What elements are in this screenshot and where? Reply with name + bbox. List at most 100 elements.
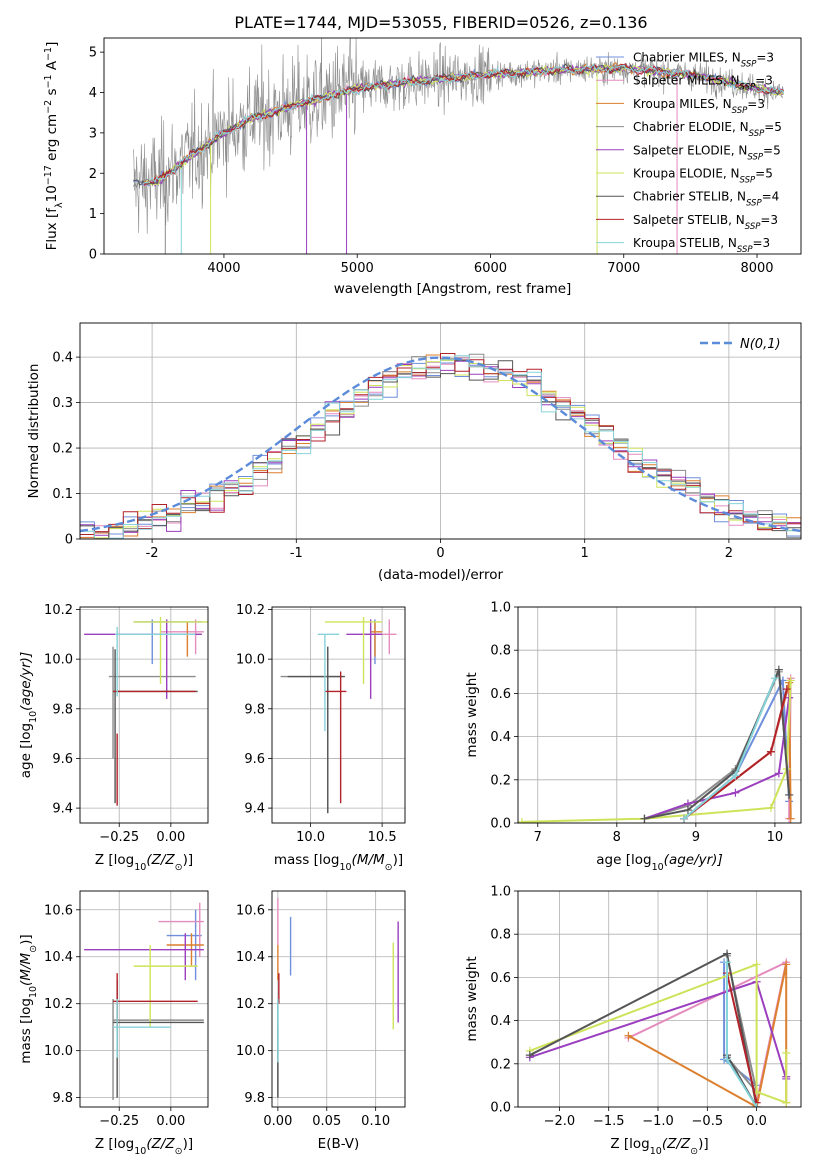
mass-vs-ebv-ytick-label: 9.8	[244, 1091, 265, 1106]
legend-label: Kroupa STELIB, NSSP=3	[633, 236, 770, 255]
weight-vs-age-marker	[782, 685, 791, 694]
legend-label-sub: SSP	[747, 152, 763, 162]
legend-label: Kroupa MILES, NSSP=3	[633, 97, 765, 116]
weight-vs-z-xlabel-part: Z [log	[610, 1136, 649, 1152]
mass-vs-z-xlabel-part: )]	[183, 1136, 194, 1152]
residual-lines	[80, 353, 801, 539]
weight-vs-age-marker	[518, 817, 526, 823]
weight-vs-age-xtick-label: 8	[613, 830, 621, 845]
weight-vs-age-xtick-label: 10	[767, 830, 784, 845]
weight-vs-z-ytick-label: 0.0	[490, 1101, 511, 1116]
age-vs-mass-xlabel: mass [log10(M/M⊙)]	[274, 852, 403, 873]
age-vs-z-ytick-label: 10.0	[44, 653, 73, 668]
mass-vs-z-xlabel-part: 10	[134, 1146, 146, 1157]
weight-vs-z-marker	[782, 1049, 791, 1057]
mass-vs-z-frame	[79, 890, 209, 1108]
legend-label-main: Salpeter STELIB, N	[633, 213, 745, 227]
age-vs-z-xlabel-part: )]	[183, 852, 194, 868]
weight-vs-z-xtick-label: −1.0	[642, 1114, 674, 1129]
weight-vs-z-marker	[723, 949, 732, 958]
age-vs-z-ytick-label: 10.2	[44, 603, 73, 618]
mass-vs-ebv-xtick-label: 0.10	[361, 1114, 390, 1129]
weight-vs-age-xtick-label: 9	[692, 830, 700, 845]
legend-label-main: Kroupa MILES, N	[633, 97, 732, 111]
weight-vs-age-marker	[770, 674, 779, 683]
weight-vs-z-marker	[723, 958, 732, 967]
weight-vs-age-ytick-label: 0.6	[490, 687, 511, 702]
age-vs-mass-frame	[271, 606, 406, 824]
legend-label-main: Kroupa STELIB, N	[633, 236, 737, 250]
age-vs-z-xlabel-part: (Z/Z	[146, 852, 175, 868]
weight-vs-z-ytick-label: 0.6	[490, 971, 511, 986]
weight-vs-age-marker	[766, 803, 775, 812]
age-vs-mass-xlabel-part: ⊙	[385, 862, 393, 873]
weight-vs-age-ytick-label: 0.2	[490, 773, 511, 788]
residual-ytick-label: 0.1	[52, 487, 73, 502]
legend-label-sub: SSP	[737, 245, 753, 255]
residual-xtick-label: -1	[290, 546, 303, 561]
spectrum-ylabel-part: 10	[44, 185, 60, 202]
spectrum-ylabel-part: A	[44, 60, 60, 74]
mass-vs-z-xtick-label: −0.25	[99, 1114, 139, 1129]
mass-vs-z-xtick-label: 0.00	[156, 1114, 185, 1129]
residual-normal-curve	[80, 356, 801, 533]
mass-vs-ebv-errorbars	[277, 898, 399, 1098]
spectrum-frame	[103, 37, 802, 255]
weight-vs-age-xlabel-part: age [log	[596, 852, 651, 868]
weight-vs-age-marker	[680, 814, 689, 823]
residual-frame	[79, 322, 802, 540]
mass-vs-ebv-ytick-label: 10.6	[236, 903, 265, 918]
legend-label: Salpeter MILES, NSSP=3	[633, 74, 773, 93]
legend-label-main: Kroupa ELODIE, N	[633, 167, 740, 181]
legend-label-main: Chabrier ELODIE, N	[633, 120, 749, 134]
legend-label-sub: SSP	[732, 106, 748, 116]
spectrum-ytick-label: 4	[89, 86, 97, 101]
weight-vs-z-ytick-label: 0.8	[490, 928, 511, 943]
age-vs-z-ylabel-part: age [log	[18, 723, 34, 778]
residual-ytick-label: 0.2	[52, 442, 73, 457]
spectrum-ytick-label: 3	[89, 126, 97, 141]
weight-vs-age-frame	[517, 606, 802, 824]
weight-vs-age-marker	[786, 814, 795, 823]
residual-xlabel: (data-model)/error	[378, 567, 504, 583]
legend-label: Salpeter STELIB, NSSP=3	[633, 213, 778, 232]
residual-xtick-label: -2	[146, 546, 159, 561]
residual-ylabel: Normed distribution	[26, 364, 42, 499]
weight-vs-age-xlabel: age [log10(age/yr)]	[596, 852, 722, 873]
weight-vs-age-xlabel-part: (age/yr)]	[664, 852, 723, 868]
mass-vs-z-ylabel-part: 10	[28, 986, 39, 998]
age-vs-mass-xlabel-part: 10	[339, 862, 351, 873]
weight-vs-z-xtick-label: −2.0	[544, 1114, 576, 1129]
weight-vs-z-frame	[517, 890, 802, 1108]
legend-label-sub: SSP	[749, 129, 765, 139]
spectrum-lines	[132, 38, 785, 254]
mass-vs-z-xlabel-part: (Z/Z	[146, 1136, 175, 1152]
age-vs-z-ytick-label: 9.6	[52, 752, 73, 767]
spectrum-xtick-label: 7000	[607, 261, 640, 276]
age-vs-z-xlabel-part: 10	[134, 862, 146, 873]
weight-vs-age-marker	[731, 788, 740, 797]
legend-label-main: Chabrier MILES, N	[633, 51, 741, 65]
age-vs-mass-ytick-label: 9.4	[244, 802, 265, 817]
age-vs-mass-xlabel-part: )]	[393, 852, 404, 868]
weight-vs-age-marker	[785, 790, 794, 799]
age-vs-z-ytick-label: 9.8	[52, 702, 73, 717]
residual-ytick-label: 0	[65, 533, 73, 548]
spectrum-ylabel-part: λ	[54, 202, 65, 208]
spectrum-ytick-label: 2	[89, 167, 97, 182]
mass-vs-z-axes: −0.25 0.00 9.8 10.0 10.2 10.4 10.6	[44, 891, 208, 1129]
mass-vs-z-ytick-label: 9.8	[52, 1091, 73, 1106]
weight-vs-age-ytick-label: 1.0	[490, 601, 511, 616]
spectrum-ylabel-part: ]	[44, 42, 60, 47]
legend-label: Kroupa ELODIE, NSSP=5	[633, 167, 773, 186]
spectrum-xtick-label: 4000	[207, 261, 240, 276]
weight-vs-z-ytick-label: 0.4	[490, 1014, 511, 1029]
age-vs-mass-errorbars	[280, 616, 397, 814]
mass-vs-z-ylabel-part: mass [log	[18, 998, 34, 1064]
spectrum-xtick-label: 6000	[474, 261, 507, 276]
spectrum-ylabel-part: s	[44, 88, 60, 99]
mass-vs-ebv-xtick-label: 0.00	[263, 1114, 292, 1129]
spectrum-ylabel-part: −1	[43, 47, 54, 61]
spectrum-ylabel: Flux [fλ10−17 erg cm−2 s−1 A−1]	[43, 42, 65, 251]
residual-xtick-label: 1	[581, 546, 589, 561]
